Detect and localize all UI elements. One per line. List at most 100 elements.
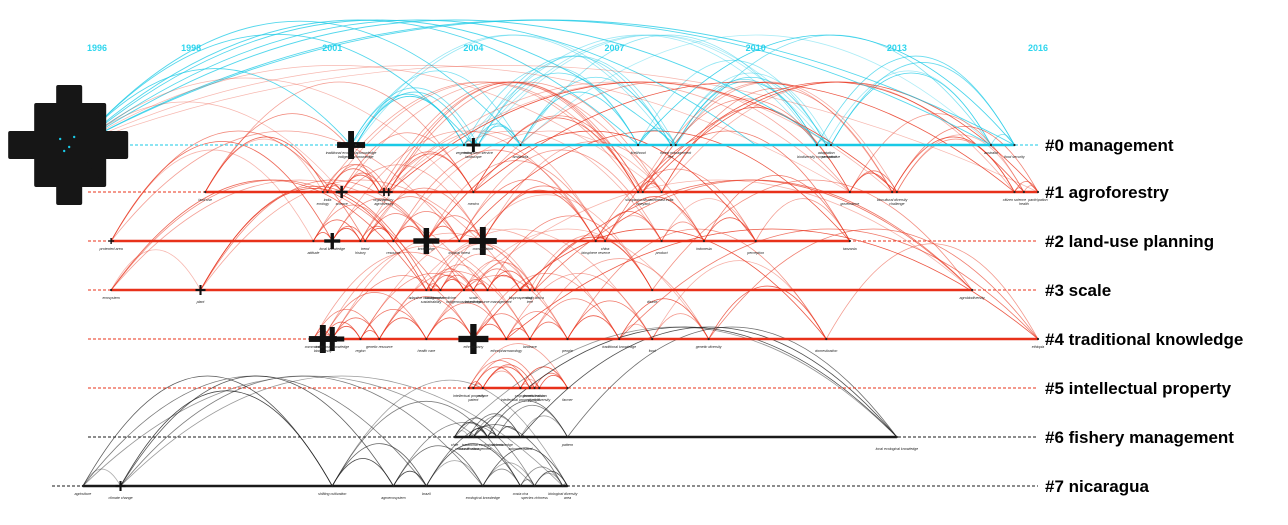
node-dot [326, 190, 329, 194]
citation-arc [77, 34, 474, 146]
node-label: community [305, 345, 323, 349]
node-label: organic [373, 198, 385, 202]
node-label: resource [386, 251, 400, 255]
node-marker [387, 188, 390, 196]
node-dot [354, 143, 357, 147]
node-label: culture [477, 394, 488, 398]
node-dot [81, 484, 84, 488]
node-dot [566, 386, 569, 390]
citation-arc [1023, 185, 1039, 193]
node-label: chile [451, 443, 458, 447]
node-label: indonesia [696, 247, 711, 251]
node-dot [971, 288, 974, 292]
citation-arc [473, 358, 540, 389]
node-dot [604, 239, 607, 243]
citation-arc [341, 132, 474, 193]
node-dot [660, 190, 663, 194]
node-dot [702, 239, 706, 243]
citation-arc [331, 275, 474, 340]
node-dot [618, 337, 621, 341]
citation-arc [661, 81, 1015, 193]
citation-arc [120, 390, 333, 487]
citation-arc [426, 130, 757, 242]
node-dot [669, 143, 673, 147]
node-label: classification [459, 447, 479, 451]
citation-arc [78, 65, 850, 193]
node-label: shifting cultivation [318, 492, 346, 496]
year-label: 2007 [605, 43, 625, 53]
citation-arc [313, 204, 394, 242]
citation-arc [360, 228, 620, 340]
cluster-label: #7 nicaragua [1045, 477, 1149, 496]
citation-arc [482, 185, 606, 242]
node-dot [848, 190, 851, 194]
node-dot [533, 288, 536, 292]
citation-arc [77, 19, 677, 146]
citation-arc [473, 313, 531, 340]
node-marker [340, 186, 343, 198]
node-dot [392, 239, 395, 243]
citation-arc [708, 285, 827, 340]
node-dot [392, 484, 395, 488]
citation-arc [360, 309, 427, 340]
citation-arc [458, 149, 662, 242]
citation-arc [468, 343, 568, 389]
node-label: area [564, 496, 571, 500]
citation-arc [82, 375, 535, 487]
node-dot [429, 288, 433, 292]
citation-arc [322, 81, 639, 193]
citation-arc [534, 236, 653, 291]
citation-arc [567, 326, 898, 438]
citation-arc [675, 34, 992, 146]
citation-arc [77, 65, 662, 193]
citation-arc [477, 55, 677, 146]
citation-arc [477, 34, 832, 146]
node-dot [439, 288, 442, 292]
node-label: indigenous knowledge [446, 300, 482, 304]
citation-arc [200, 185, 432, 291]
year-label: 2001 [322, 43, 342, 53]
citation-arc [110, 130, 366, 242]
node-label: farmer [562, 398, 573, 402]
citation-arc [440, 194, 653, 291]
node-label: traditional medicine [425, 296, 456, 300]
citation-arc [496, 405, 568, 438]
node-label: livelihood [631, 151, 647, 155]
node-label: patent [467, 398, 479, 402]
node-label: challenge [889, 202, 904, 206]
node-dot [458, 239, 461, 243]
citation-arc [313, 164, 484, 242]
node-marker [199, 285, 202, 295]
citation-arc [661, 221, 705, 242]
node-marker [383, 188, 385, 196]
citation-arc [675, 77, 827, 146]
node-label: perspective [821, 155, 840, 159]
citation-arc [618, 323, 653, 340]
node-label: china [601, 247, 610, 251]
node-label: science [336, 202, 348, 206]
node-label: domestication [815, 349, 837, 353]
node-label: ethnopharmacology [491, 349, 523, 353]
node-dot [707, 337, 710, 341]
node-label: genetic diversity [696, 345, 722, 349]
node-dot [660, 239, 663, 243]
citation-arc [393, 149, 597, 242]
node-dot [364, 239, 367, 243]
citation-arc [331, 458, 394, 487]
node-label: tropical forest [448, 251, 471, 255]
citation-arc [110, 179, 441, 291]
node-label: biodiversity conservation [797, 155, 836, 159]
node-label: adaptation [818, 151, 835, 155]
node-label: agriculture [74, 492, 91, 496]
node-label: costa rica [513, 492, 528, 496]
node-label: amazonia [513, 155, 529, 159]
node-label: landrace [523, 345, 537, 349]
node-dot [674, 143, 677, 147]
node-dot [528, 288, 531, 292]
node-dot [533, 386, 536, 390]
node-label: scale [469, 296, 477, 300]
citation-arc [849, 113, 1025, 193]
citation-arc [327, 81, 644, 193]
node-label: health [1019, 202, 1029, 206]
citation-arc [388, 81, 662, 193]
